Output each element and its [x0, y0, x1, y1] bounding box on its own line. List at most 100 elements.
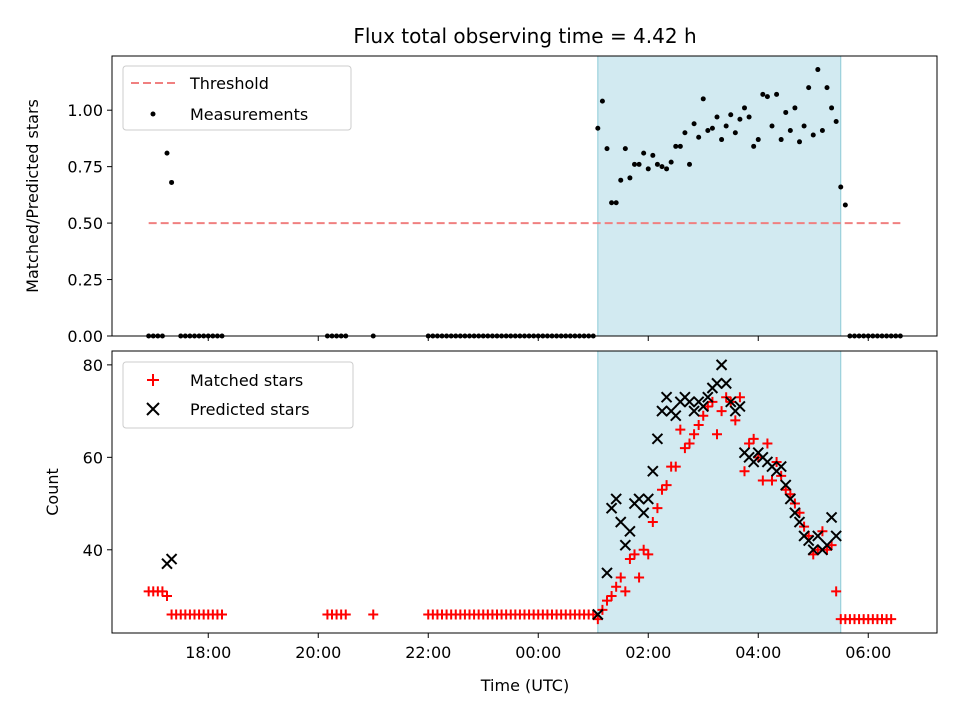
- top-legend: Threshold Measurements: [122, 65, 352, 131]
- chart-title: Flux total observing time = 4.42 h: [353, 24, 696, 48]
- measurement-point: [164, 150, 170, 156]
- predicted-star-point: [624, 525, 636, 538]
- predicted-star-point: [670, 410, 682, 422]
- y-tick-label: 0.00: [67, 327, 103, 346]
- measurement-point: [824, 85, 830, 91]
- measurement-point: [829, 105, 835, 111]
- predicted-star-point: [651, 433, 664, 445]
- matched-star-point: [762, 438, 773, 449]
- matched-star-point: [643, 549, 654, 560]
- matched-star-point: [684, 438, 695, 449]
- matched-star-point: [693, 419, 704, 430]
- matched-star-point: [739, 466, 750, 477]
- measurement-point: [641, 150, 647, 156]
- measurement-point: [604, 146, 610, 152]
- x-axis-title: Time (UTC): [480, 676, 569, 695]
- measurement-point: [760, 91, 766, 97]
- y-tick-label: 1.00: [67, 101, 103, 120]
- matched-star-point: [712, 429, 722, 440]
- measurement-point: [737, 116, 743, 122]
- measurement-point: [833, 118, 839, 124]
- measurement-point: [696, 134, 702, 140]
- measurement-point: [636, 161, 642, 167]
- predicted-star-point: [734, 400, 746, 413]
- measurement-point: [801, 123, 807, 129]
- matched-star-point: [734, 392, 745, 403]
- matched-star-point: [689, 429, 700, 440]
- measurement-point: [815, 67, 821, 73]
- matched-star-point: [157, 586, 168, 597]
- bottom-panel: 18:00 20:00 22:00 00:00 02:00 04:00 06:00 40 60 8…: [43, 350, 938, 695]
- legend-threshold-label: Threshold: [189, 74, 269, 93]
- x-tick-label: 18:00: [185, 643, 231, 662]
- y-tick-label: 0.75: [67, 158, 103, 177]
- measurement-point: [783, 109, 789, 115]
- measurement-point: [746, 114, 752, 120]
- measurement-point: [632, 161, 637, 167]
- measurement-point: [778, 137, 784, 143]
- predicted-star-point: [697, 400, 709, 413]
- predicted-star-point: [780, 479, 792, 491]
- predicted-star-point: [807, 544, 819, 556]
- matched-star-point: [657, 484, 667, 495]
- measurement-point: [810, 132, 816, 138]
- measurement-point: [732, 130, 738, 136]
- measurement-point: [705, 128, 711, 134]
- predicted-star-point: [830, 530, 842, 542]
- matched-star-point: [831, 586, 842, 597]
- top-panel-frame: [111, 55, 938, 337]
- observing-window-bot: [597, 350, 842, 634]
- matched-star-point: [620, 586, 631, 597]
- matched-star-point: [647, 517, 658, 528]
- matched-star-point: [675, 424, 686, 435]
- matched-star-point: [606, 591, 617, 602]
- measurement-point: [595, 125, 601, 131]
- y-tick-label: 60: [83, 448, 103, 467]
- measurement-point: [687, 161, 692, 167]
- predicted-star-point: [605, 502, 618, 514]
- y-tick-label: 40: [83, 541, 103, 560]
- predicted-star-point: [637, 507, 650, 519]
- measurement-point: [654, 161, 660, 167]
- x-tick-label: 20:00: [295, 643, 341, 662]
- predicted-star-point: [642, 493, 654, 505]
- predicted-star-point: [720, 377, 732, 390]
- measurement-point: [622, 146, 628, 152]
- predicted-star-point: [610, 493, 622, 505]
- measurement-point: [742, 105, 747, 111]
- predicted-star-point: [702, 391, 714, 403]
- predicted-star-point: [615, 516, 627, 528]
- measurement-point: [659, 164, 665, 170]
- legend-matched-label: Matched stars: [190, 371, 303, 390]
- measurement-point: [677, 143, 683, 149]
- predicted-star-point: [619, 539, 632, 551]
- measurement-point: [755, 137, 761, 143]
- predicted-star-point: [802, 534, 815, 547]
- predicted-star-point: [784, 493, 797, 505]
- measurement-point: [650, 152, 656, 158]
- matched-star-point: [767, 475, 777, 486]
- measurement-point: [806, 85, 812, 91]
- x-tick-label: 00:00: [515, 643, 561, 662]
- matched-star-point: [661, 480, 672, 491]
- measurement-point: [714, 114, 720, 120]
- predicted-star-point: [688, 405, 700, 417]
- x-tick-label: 06:00: [845, 643, 891, 662]
- legend-predicted-label: Predicted stars: [190, 400, 310, 419]
- legend-matched-swatch: [147, 374, 159, 386]
- measurement-point: [709, 125, 715, 131]
- measurement-point: [618, 177, 624, 183]
- measurement-point: [645, 166, 651, 172]
- measurement-point: [797, 139, 802, 145]
- predicted-star-point: [683, 396, 696, 408]
- matched-star-point: [615, 572, 626, 583]
- measurement-point: [819, 128, 825, 134]
- predicted-star-point: [660, 391, 673, 403]
- bottom-legend: Matched stars Predicted stars: [122, 361, 354, 429]
- observing-window-top: [597, 55, 842, 337]
- matched-star-point: [652, 503, 663, 514]
- predicted-star-point: [711, 377, 723, 390]
- matched-star-point: [634, 572, 645, 583]
- matched-star-point: [670, 461, 681, 472]
